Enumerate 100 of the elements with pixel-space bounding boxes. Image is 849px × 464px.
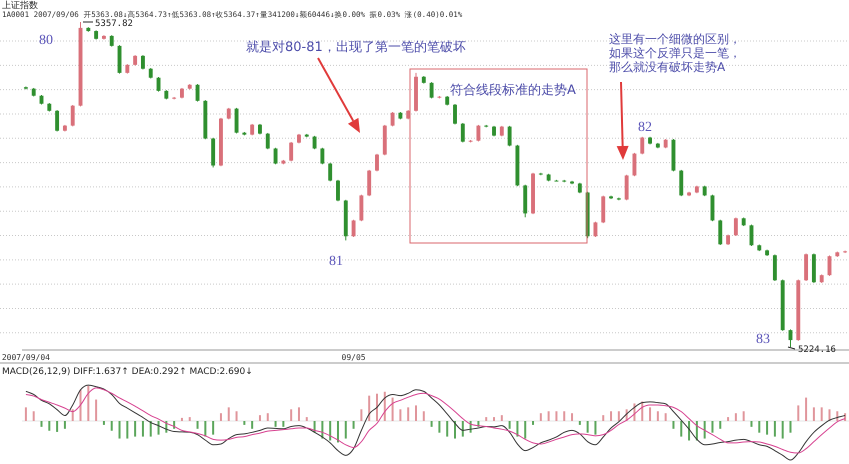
bar [344,421,347,439]
candlestick [328,162,332,182]
x-tick-label: 09/05 [342,352,366,362]
bar [180,418,183,421]
candlestick [726,234,730,246]
candlestick [734,217,738,237]
candlestick [250,123,254,136]
bar [750,421,752,427]
bar [110,421,113,431]
candlestick [390,112,395,127]
candlestick [593,221,598,238]
bar [150,421,152,437]
bar [196,421,199,429]
bar [274,421,277,427]
bar [742,411,745,421]
bar [618,411,620,421]
bar [711,421,714,433]
candlestick [312,135,317,150]
bar [571,413,574,421]
bar [40,421,43,427]
annotation: 83 [756,332,770,347]
bar [586,421,589,433]
candlestick [460,122,465,143]
candlestick [196,84,200,102]
candlestick [578,182,582,194]
bar [24,407,27,421]
bar [306,417,308,421]
bar [782,421,784,439]
bar [266,413,269,421]
candlestick [702,185,707,197]
candlestick [640,136,644,155]
bar [64,421,66,429]
candlestick [445,95,450,106]
annotation: 就是对80-81，出现了第一笔的笔破坏 [246,40,466,55]
bar [376,394,378,421]
candlestick [125,64,130,74]
annotation: 如果这个反弹只是一笔， [609,46,741,60]
annotation: 这里有一个细微的区别， [609,32,741,46]
candlestick [320,147,324,165]
bar [329,421,332,440]
bar [812,407,815,421]
candlestick [750,224,754,246]
candlestick [148,68,153,79]
bar [336,421,339,442]
bar [774,421,776,437]
annotation: 5224.16 [798,345,836,355]
candlestick [297,133,301,144]
bar [282,421,284,427]
bar [56,421,58,432]
bar [532,421,534,425]
bar [766,421,768,435]
bar [680,421,682,437]
candlestick [266,132,270,150]
candlestick [375,153,379,172]
annotation: 81 [329,254,343,269]
bar [298,407,300,421]
bar [548,411,550,421]
bar [688,421,690,440]
bar [540,413,542,421]
bar [430,421,433,427]
candlestick [336,179,340,202]
bar [602,415,604,421]
bar [485,417,488,421]
bar [563,411,566,421]
bar [102,421,105,425]
bar [820,407,823,421]
candlestick [180,87,184,99]
candlestick [828,254,832,276]
candlestick [40,94,44,105]
annotation: 80 [39,33,53,48]
bar [158,421,160,435]
annotation: 82 [638,120,652,135]
bar [734,413,737,421]
bar [251,421,254,429]
bar [414,405,417,421]
candlestick [632,152,636,177]
bar [555,411,558,421]
bar [462,421,464,437]
candlestick [94,30,98,40]
bar [578,421,581,425]
candlestick [156,76,160,92]
bar [656,411,659,421]
annotation: 那么就没有破坏走势A [609,60,726,74]
bar [727,417,730,421]
bar [805,398,808,421]
bar [368,396,370,421]
candlestick [476,124,480,142]
bar [212,421,214,435]
candlestick [70,104,75,127]
bar [243,421,246,425]
candlestick [140,54,145,70]
bar [48,421,50,431]
bar [789,421,792,433]
bar [87,386,90,421]
chart-title: 上证指数 [2,0,38,11]
bar [797,405,800,421]
bar [422,411,425,421]
bar [352,421,355,429]
candlestick [788,328,792,348]
candlestick [164,90,168,100]
